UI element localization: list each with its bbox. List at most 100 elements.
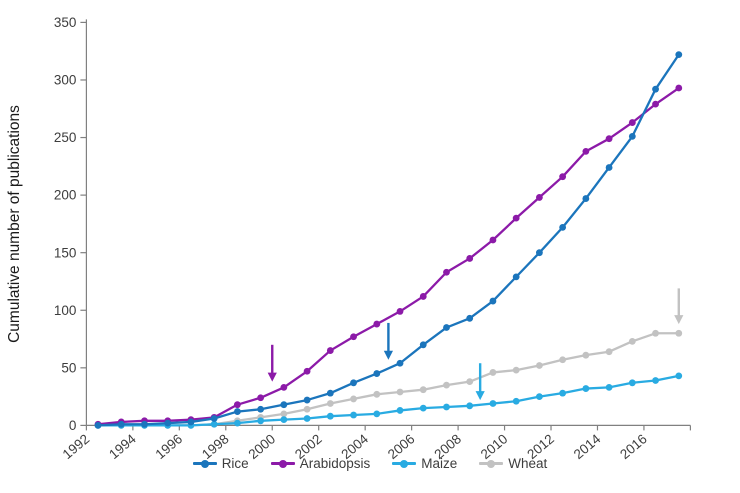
data-point-wheat — [605, 348, 613, 356]
data-point-rice — [419, 341, 427, 349]
data-point-wheat — [536, 362, 543, 369]
data-point-maize — [512, 397, 520, 405]
y-tick-label: 0 — [69, 418, 77, 433]
data-point-wheat — [419, 386, 427, 394]
data-point-arabidopsis — [234, 401, 241, 409]
y-axis-title: Cumulative number of publications — [6, 105, 23, 343]
data-point-maize — [326, 412, 334, 420]
legend-label-rice: Rice — [221, 456, 249, 471]
data-point-wheat — [396, 388, 404, 396]
data-point-wheat — [512, 366, 520, 374]
data-point-wheat — [466, 378, 474, 386]
data-point-maize — [350, 411, 357, 419]
data-point-wheat — [559, 356, 567, 364]
legend-label-arabidopsis: Arabidopsis — [299, 456, 371, 471]
data-point-rice — [257, 405, 265, 413]
data-point-arabidopsis — [605, 135, 613, 143]
data-point-maize — [419, 404, 427, 412]
series-line-arabidopsis — [97, 87, 680, 426]
data-point-arabidopsis — [350, 333, 357, 341]
data-point-arabidopsis — [326, 347, 334, 354]
data-point-maize — [257, 417, 265, 425]
data-point-rice — [164, 419, 172, 427]
data-point-rice — [675, 51, 683, 59]
data-point-rice — [536, 249, 543, 257]
data-point-maize — [466, 402, 474, 410]
data-point-arabidopsis — [536, 194, 543, 201]
data-point-maize — [396, 407, 404, 414]
data-point-wheat — [373, 390, 381, 398]
data-point-rice — [652, 85, 659, 93]
data-point-maize — [582, 385, 590, 392]
data-point-rice — [443, 324, 450, 331]
data-point-rice — [628, 132, 636, 140]
legend-label-wheat: Wheat — [508, 456, 548, 471]
legend-dot-arabidopsis-icon — [278, 459, 287, 468]
arrow-head-arabidopsis — [267, 372, 277, 382]
data-point-rice — [187, 418, 195, 426]
data-point-rice — [234, 408, 241, 415]
data-point-wheat — [303, 405, 311, 413]
legend-dot-wheat-icon — [487, 459, 496, 468]
series-line-rice — [97, 53, 680, 427]
data-point-rice — [280, 401, 288, 409]
data-point-wheat — [280, 410, 288, 418]
y-tick-label: 150 — [54, 245, 77, 260]
data-point-rice — [489, 297, 497, 305]
data-point-wheat — [582, 351, 590, 359]
data-point-arabidopsis — [280, 384, 288, 391]
data-point-wheat — [628, 337, 636, 345]
y-tick-label: 250 — [54, 130, 77, 145]
y-tick-label: 50 — [61, 360, 76, 375]
data-point-arabidopsis — [373, 320, 381, 328]
data-point-maize — [559, 389, 567, 397]
data-point-rice — [326, 389, 334, 397]
legend-marker-arabidopsis-icon — [270, 459, 295, 468]
data-point-rice — [605, 164, 613, 171]
data-point-arabidopsis — [303, 367, 311, 375]
data-point-maize — [373, 410, 381, 418]
data-point-rice — [117, 420, 125, 428]
legend-dot-maize-icon — [400, 459, 409, 468]
data-point-rice — [350, 379, 357, 387]
data-point-rice — [512, 273, 520, 281]
y-tick-label: 300 — [54, 73, 77, 88]
data-point-rice — [210, 415, 218, 422]
data-point-maize — [675, 372, 683, 380]
data-point-arabidopsis — [489, 236, 497, 244]
data-point-maize — [210, 420, 218, 428]
data-point-maize — [234, 419, 241, 427]
data-point-maize — [605, 384, 613, 391]
data-point-maize — [280, 416, 288, 424]
y-tick-label: 100 — [54, 303, 77, 318]
data-point-maize — [489, 400, 497, 407]
legend-item-maize: Maize — [392, 457, 457, 471]
data-point-arabidopsis — [582, 147, 590, 155]
data-point-arabidopsis — [257, 394, 265, 402]
legend-marker-wheat-icon — [479, 459, 504, 468]
data-point-arabidopsis — [419, 293, 427, 300]
data-point-maize — [303, 415, 311, 422]
data-point-arabidopsis — [628, 119, 636, 126]
data-point-rice — [94, 422, 102, 429]
arrow-head-wheat — [674, 315, 684, 325]
data-point-arabidopsis — [443, 268, 450, 276]
legend-marker-rice-icon — [192, 459, 217, 468]
data-point-maize — [536, 393, 543, 401]
data-point-arabidopsis — [652, 100, 659, 108]
legend-marker-maize-icon — [392, 459, 417, 468]
data-point-wheat — [675, 329, 683, 337]
data-point-arabidopsis — [466, 255, 474, 262]
data-point-arabidopsis — [675, 84, 683, 92]
data-point-maize — [628, 379, 636, 387]
data-point-rice — [373, 370, 381, 377]
data-point-wheat — [326, 400, 334, 407]
data-point-maize — [652, 377, 659, 384]
legend-item-rice: Rice — [192, 456, 249, 471]
legend-dot-rice-icon — [200, 459, 209, 468]
data-point-rice — [582, 195, 590, 202]
data-point-rice — [466, 314, 474, 322]
